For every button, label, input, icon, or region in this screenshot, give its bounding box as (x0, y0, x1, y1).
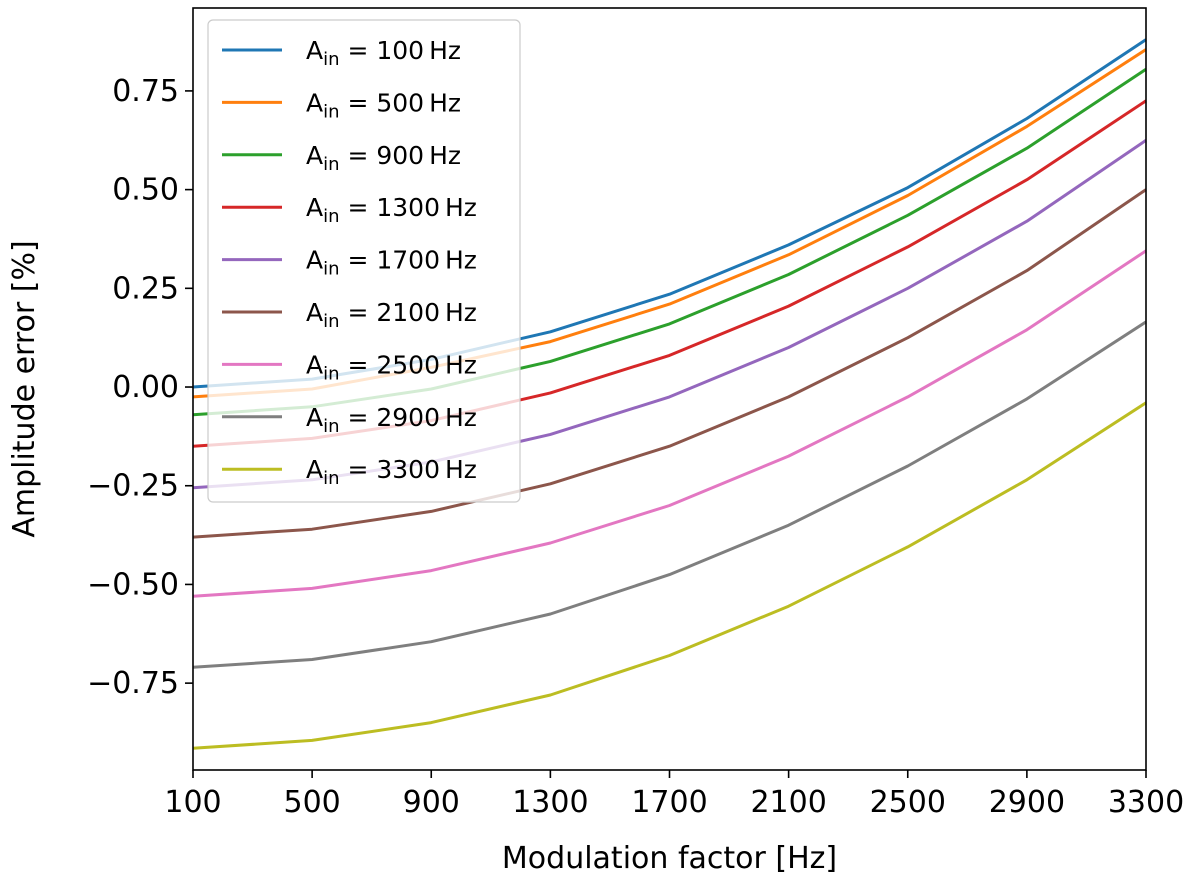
x-tick-label: 2100 (750, 785, 826, 820)
y-axis-label: Amplitude error [%] (7, 240, 42, 537)
series-line-2500 (192, 249, 1147, 598)
legend-label-500: Ain = 500 Hz (306, 88, 461, 122)
y-tick-label: 0.00 (112, 370, 179, 405)
legend-label-2100: Ain = 2100 Hz (306, 298, 477, 332)
y-tick-label: −0.25 (87, 469, 179, 504)
x-tick-label: 2500 (870, 785, 946, 820)
y-axis: 0.75 0.50 0.25 0.00 −0.25 −0.50 −0.75 (87, 74, 193, 701)
x-tick-label: 2900 (989, 785, 1065, 820)
x-tick-label: 900 (403, 785, 460, 820)
legend-label-3300: Ain = 3300 Hz (306, 455, 477, 489)
legend-label-2500: Ain = 2500 Hz (306, 350, 477, 384)
x-tick-label: 100 (164, 785, 221, 820)
series-line-2900 (192, 320, 1147, 669)
legend-box (207, 19, 521, 503)
x-tick-label: 500 (283, 785, 340, 820)
legend: Ain = 100 Hz Ain = 500 Hz Ain = 900 Hz Ain … (207, 19, 521, 503)
x-tick-label: 1300 (512, 785, 588, 820)
series-line-3300 (192, 401, 1147, 750)
legend-label-100: Ain = 100 Hz (306, 36, 461, 70)
legend-label-2900: Ain = 2900 Hz (306, 403, 477, 437)
x-axis-label: Modulation factor [Hz] (502, 841, 837, 876)
x-axis: 100 500 900 1300 1700 2100 2500 2900 3300 (164, 770, 1184, 820)
y-tick-label: 0.50 (112, 173, 179, 208)
legend-label-1700: Ain = 1700 Hz (306, 246, 477, 280)
y-tick-label: 0.25 (112, 271, 179, 306)
x-tick-label: 1700 (631, 785, 707, 820)
legend-label-1300: Ain = 1300 Hz (306, 193, 477, 227)
y-tick-label: −0.50 (87, 567, 179, 602)
x-tick-label: 3300 (1108, 785, 1184, 820)
legend-label-900: Ain = 900 Hz (306, 141, 461, 175)
y-tick-label: 0.75 (112, 74, 179, 109)
y-tick-label: −0.75 (87, 666, 179, 701)
series-line-2100 (192, 188, 1147, 539)
